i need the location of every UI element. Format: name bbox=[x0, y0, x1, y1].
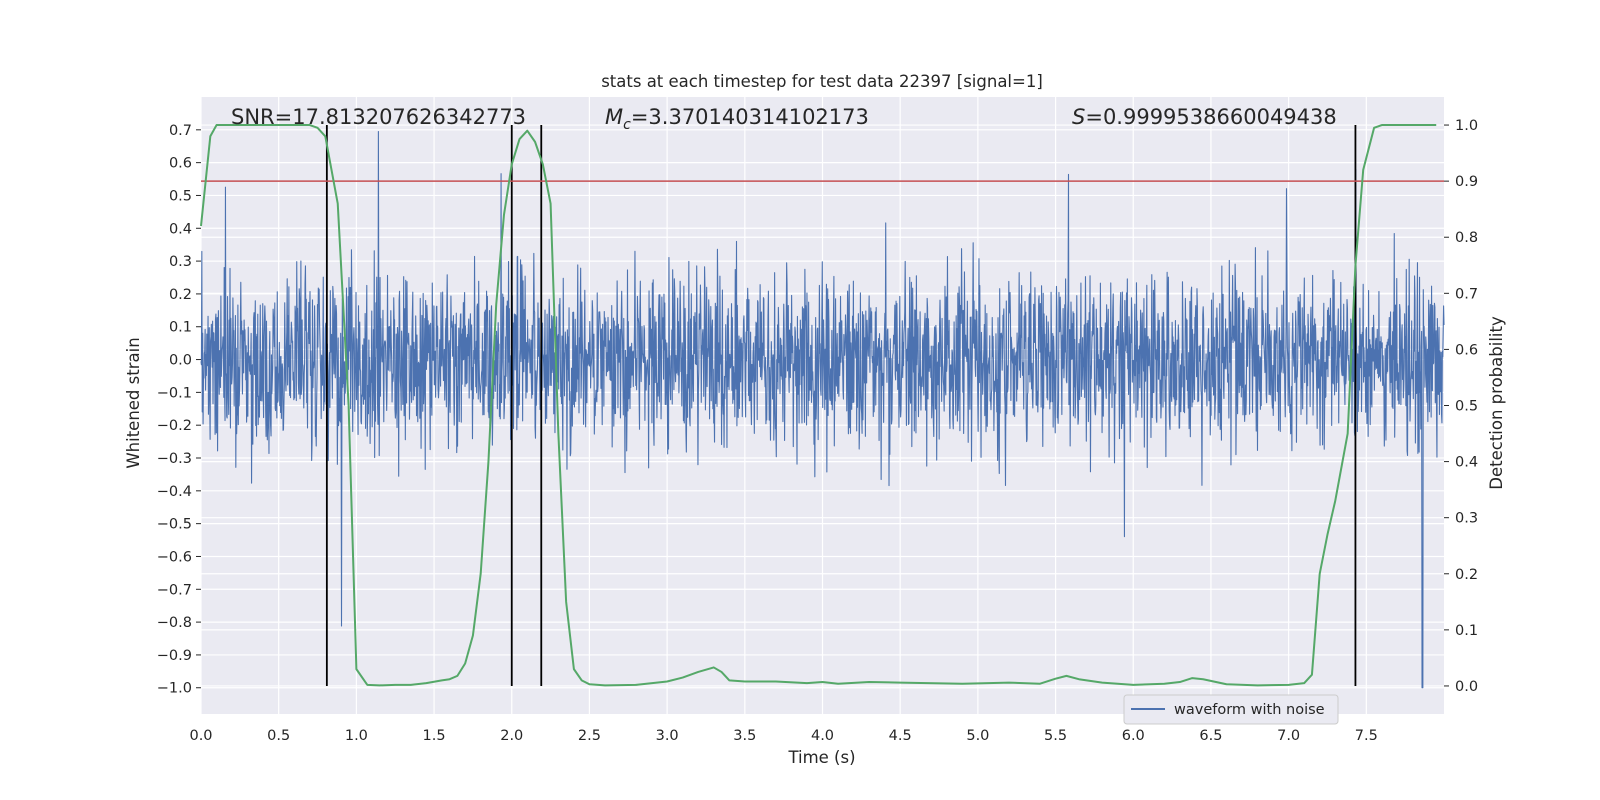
x-tick-label: 5.0 bbox=[966, 728, 989, 744]
y-tick-label: −0.1 bbox=[157, 385, 192, 401]
probability-series bbox=[200, 124, 1437, 687]
y-tick-label: −0.4 bbox=[157, 484, 192, 500]
strain-series bbox=[200, 130, 1445, 689]
chirp-mass-symbol: M bbox=[605, 105, 623, 129]
x-tick-label: 4.5 bbox=[889, 728, 912, 744]
y-tick-label: 0.4 bbox=[169, 221, 192, 237]
y2-tick-label: 0.8 bbox=[1455, 230, 1478, 246]
x-tick-label: 2.5 bbox=[578, 728, 601, 744]
waveform-with-noise-line bbox=[200, 130, 1445, 689]
y2-tick-label: 0.1 bbox=[1455, 623, 1478, 639]
chirp-mass-value: =3.370140314102173 bbox=[631, 105, 869, 129]
y2-tick-label: 0.6 bbox=[1455, 342, 1478, 358]
y2-tick-label: 0.9 bbox=[1455, 174, 1478, 190]
y2-tick-label: 0.4 bbox=[1455, 455, 1478, 471]
snr-annotation: SNR=17.813207626342773 bbox=[231, 105, 526, 129]
y-tick-label: −0.9 bbox=[157, 648, 192, 664]
x-tick-label: 7.0 bbox=[1277, 728, 1300, 744]
x-tick-label: 0.5 bbox=[267, 728, 290, 744]
x-tick-label: 0.0 bbox=[189, 728, 212, 744]
y-tick-label: −1.0 bbox=[157, 681, 192, 697]
y-tick-label: −0.2 bbox=[157, 418, 192, 434]
y-tick-label: −0.3 bbox=[157, 451, 192, 467]
y2-tick-label: 0.3 bbox=[1455, 511, 1478, 527]
y-tick-label: 0.6 bbox=[169, 156, 192, 172]
y-tick-label: 0.5 bbox=[169, 188, 192, 204]
x-tick-label: 1.5 bbox=[423, 728, 446, 744]
detection-probability-line bbox=[200, 124, 1437, 687]
x-tick-label: 7.5 bbox=[1355, 728, 1378, 744]
x-tick-label: 3.5 bbox=[733, 728, 756, 744]
x-tick-label: 1.0 bbox=[345, 728, 368, 744]
y-tick-label: 0.3 bbox=[169, 254, 192, 270]
score-symbol: S bbox=[1072, 105, 1085, 129]
y-tick-label: −0.8 bbox=[157, 615, 192, 631]
legend-label-waveform: waveform with noise bbox=[1174, 702, 1325, 718]
tick-labels: 0.0 0.5 1.0 1.5 2.0 2.5 3.0 3.5 4.0 4.5 5.0 5.5 6.0 6… bbox=[157, 118, 1478, 744]
event-markers bbox=[325, 125, 1357, 686]
chirp-mass-subscript: c bbox=[623, 117, 631, 133]
y2-axis-label: Detection probability bbox=[1487, 316, 1506, 490]
x-tick-label: 3.0 bbox=[656, 728, 679, 744]
y2-tick-label: 1.0 bbox=[1455, 118, 1478, 134]
score-annotation: S=0.9999538660049438 bbox=[1072, 105, 1337, 129]
y-axis-label: Whitened strain bbox=[124, 337, 143, 468]
x-tick-label: 2.0 bbox=[500, 728, 523, 744]
y-tick-label: 0.2 bbox=[169, 287, 192, 303]
chirp-mass-annotation: Mc=3.370140314102173 bbox=[605, 105, 869, 133]
x-tick-label: 4.0 bbox=[811, 728, 834, 744]
y2-tick-label: 0.0 bbox=[1455, 679, 1478, 695]
y-tick-label: 0.1 bbox=[169, 320, 192, 336]
x-tick-label: 5.5 bbox=[1044, 728, 1067, 744]
y2-tick-label: 0.7 bbox=[1455, 286, 1478, 302]
legend: waveform with noise bbox=[1123, 694, 1339, 725]
y-tick-label: −0.7 bbox=[157, 582, 192, 598]
x-tick-label: 6.0 bbox=[1122, 728, 1145, 744]
x-axis-label: Time (s) bbox=[787, 748, 855, 767]
y2-tick-label: 0.5 bbox=[1455, 399, 1478, 415]
chart-title: stats at each timestep for test data 223… bbox=[601, 72, 1043, 91]
y-tick-label: 0.7 bbox=[169, 123, 192, 139]
y2-tick-label: 0.2 bbox=[1455, 567, 1478, 583]
score-value: =0.9999538660049438 bbox=[1085, 105, 1336, 129]
y-tick-label: −0.6 bbox=[157, 549, 192, 565]
x-tick-label: 6.5 bbox=[1199, 728, 1222, 744]
legend-box bbox=[1123, 694, 1339, 725]
y-tick-label: 0.0 bbox=[169, 353, 192, 369]
y-tick-label: −0.5 bbox=[157, 517, 192, 533]
